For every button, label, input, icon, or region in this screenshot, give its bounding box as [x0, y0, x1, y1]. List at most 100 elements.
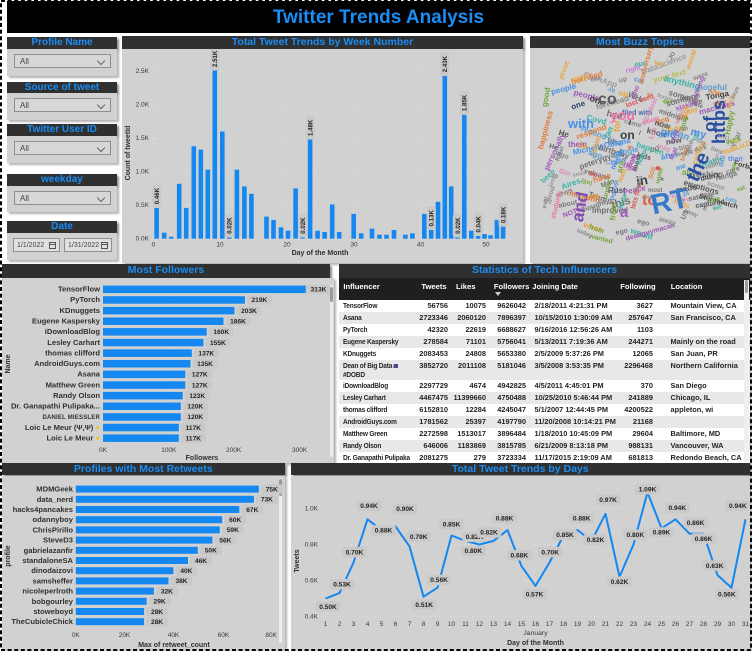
svg-text:160K: 160K	[213, 329, 229, 336]
svg-text:0.86K: 0.86K	[694, 535, 712, 542]
svg-text:3: 3	[351, 621, 355, 628]
svg-text:10: 10	[447, 621, 455, 628]
svg-text:20: 20	[283, 241, 291, 248]
svg-text:73K: 73K	[261, 496, 273, 503]
svg-text:22: 22	[615, 621, 623, 628]
svg-text:0.4K: 0.4K	[304, 613, 318, 620]
svg-text:24: 24	[643, 621, 651, 628]
svg-text:0.68K: 0.68K	[510, 552, 528, 559]
svg-text:23: 23	[629, 621, 637, 628]
svg-text:40K: 40K	[180, 568, 192, 575]
svg-text:0.90K: 0.90K	[396, 506, 414, 513]
svg-text:0K: 0K	[72, 632, 81, 639]
svg-text:0.51K: 0.51K	[415, 601, 433, 608]
svg-text:PyTorch: PyTorch	[70, 296, 100, 305]
svg-text:SteveD3: SteveD3	[43, 535, 73, 544]
svg-text:137K: 137K	[198, 351, 214, 358]
svg-text:hacks4pancakes: hacks4pancakes	[13, 505, 73, 514]
svg-text:0.89K: 0.89K	[652, 529, 670, 536]
svg-text:40: 40	[417, 241, 425, 248]
svg-text:60K: 60K	[218, 632, 230, 639]
svg-text:59K: 59K	[227, 527, 239, 534]
svg-text:Loic Le Meur (Ψ,Ψ) ●: Loic Le Meur (Ψ,Ψ) ●	[25, 423, 100, 432]
svg-text:38K: 38K	[175, 578, 187, 585]
svg-text:9: 9	[435, 621, 439, 628]
svg-text:Name: Name	[5, 355, 12, 374]
svg-text:186K: 186K	[230, 319, 246, 326]
svg-text:0.02K: 0.02K	[227, 217, 234, 234]
svg-text:219K: 219K	[252, 298, 268, 305]
svg-text:50K: 50K	[205, 547, 217, 554]
svg-text:155K: 155K	[210, 340, 226, 347]
svg-text:samsheffer: samsheffer	[32, 576, 73, 585]
svg-text:80K: 80K	[265, 632, 277, 639]
svg-text:1.5K: 1.5K	[136, 135, 150, 142]
svg-text:31: 31	[741, 621, 749, 628]
svg-text:203K: 203K	[241, 308, 257, 315]
svg-text:27: 27	[685, 621, 693, 628]
svg-text:Followers: Followers	[186, 455, 219, 462]
svg-text:TheCubicleChick: TheCubicleChick	[11, 617, 73, 626]
svg-text:nicoleperlroth: nicoleperlroth	[22, 586, 73, 595]
svg-text:Loic Le Meur ●: Loic Le Meur ●	[46, 434, 100, 443]
svg-text:13: 13	[489, 621, 497, 628]
svg-text:0.70K: 0.70K	[345, 549, 363, 556]
svg-text:0: 0	[152, 241, 156, 248]
svg-text:10: 10	[216, 241, 224, 248]
svg-text:2.43K: 2.43K	[442, 55, 449, 72]
svg-text:0.80K: 0.80K	[464, 548, 482, 555]
svg-text:Randy Olson: Randy Olson	[53, 391, 100, 400]
svg-text:data_nerd: data_nerd	[37, 494, 74, 503]
svg-text:stoweboyd: stoweboyd	[33, 607, 73, 616]
svg-text:28K: 28K	[151, 619, 163, 626]
svg-text:0.53K: 0.53K	[333, 581, 351, 588]
svg-text:gabrielazanfir: gabrielazanfir	[24, 545, 73, 554]
svg-text:0.0K: 0.0K	[136, 235, 150, 242]
svg-text:0.56K: 0.56K	[717, 591, 735, 598]
svg-text:1.09K: 1.09K	[638, 486, 656, 493]
svg-text:0.88K: 0.88K	[572, 515, 590, 522]
svg-text:thomas clifford: thomas clifford	[45, 349, 100, 358]
svg-text:60K: 60K	[229, 517, 241, 524]
svg-text:Dr. Ganapathi Pulipaka...: Dr. Ganapathi Pulipaka...	[11, 402, 100, 411]
svg-text:2: 2	[337, 621, 341, 628]
svg-text:11: 11	[462, 621, 469, 628]
svg-text:0.8K: 0.8K	[304, 541, 318, 548]
svg-text:120K: 120K	[187, 404, 203, 411]
svg-text:0.82K: 0.82K	[480, 529, 498, 536]
svg-text:127K: 127K	[192, 372, 208, 379]
svg-text:0K: 0K	[99, 447, 108, 454]
svg-text:200K: 200K	[226, 447, 242, 454]
svg-text:8: 8	[421, 621, 425, 628]
svg-text:5: 5	[379, 621, 383, 628]
svg-text:28: 28	[699, 621, 707, 628]
svg-text:dinodaizovi: dinodaizovi	[31, 566, 73, 575]
svg-text:Day of the Month: Day of the Month	[292, 250, 349, 257]
svg-text:0.85K: 0.85K	[556, 532, 574, 539]
svg-text:MDMGeek: MDMGeek	[36, 484, 73, 493]
svg-text:Max of retweet_count: Max of retweet_count	[138, 642, 210, 649]
svg-text:21: 21	[601, 621, 609, 628]
svg-text:profile: profile	[5, 545, 12, 566]
svg-text:0.97K: 0.97K	[599, 496, 617, 503]
svg-text:standaloneSA: standaloneSA	[22, 556, 73, 565]
svg-text:20: 20	[587, 621, 595, 628]
svg-text:15: 15	[517, 621, 525, 628]
svg-text:29K: 29K	[154, 598, 166, 605]
svg-text:40K: 40K	[168, 632, 180, 639]
svg-text:120K: 120K	[187, 415, 203, 422]
svg-text:January: January	[523, 630, 548, 637]
svg-text:0.88K: 0.88K	[374, 527, 392, 534]
svg-text:KDnuggets: KDnuggets	[60, 306, 101, 315]
svg-text:odannyboy: odannyboy	[32, 515, 73, 524]
svg-text:AndroidGuys.com: AndroidGuys.com	[34, 359, 100, 368]
svg-text:46K: 46K	[195, 557, 207, 564]
svg-text:29: 29	[713, 621, 721, 628]
svg-text:17: 17	[545, 621, 553, 628]
svg-text:Asana: Asana	[77, 370, 101, 379]
svg-text:0.18K: 0.18K	[501, 206, 508, 223]
svg-text:0.79K: 0.79K	[409, 534, 427, 541]
svg-text:ChrisPirillo: ChrisPirillo	[32, 525, 73, 534]
svg-text:25: 25	[657, 621, 665, 628]
svg-text:0.6K: 0.6K	[304, 577, 318, 584]
